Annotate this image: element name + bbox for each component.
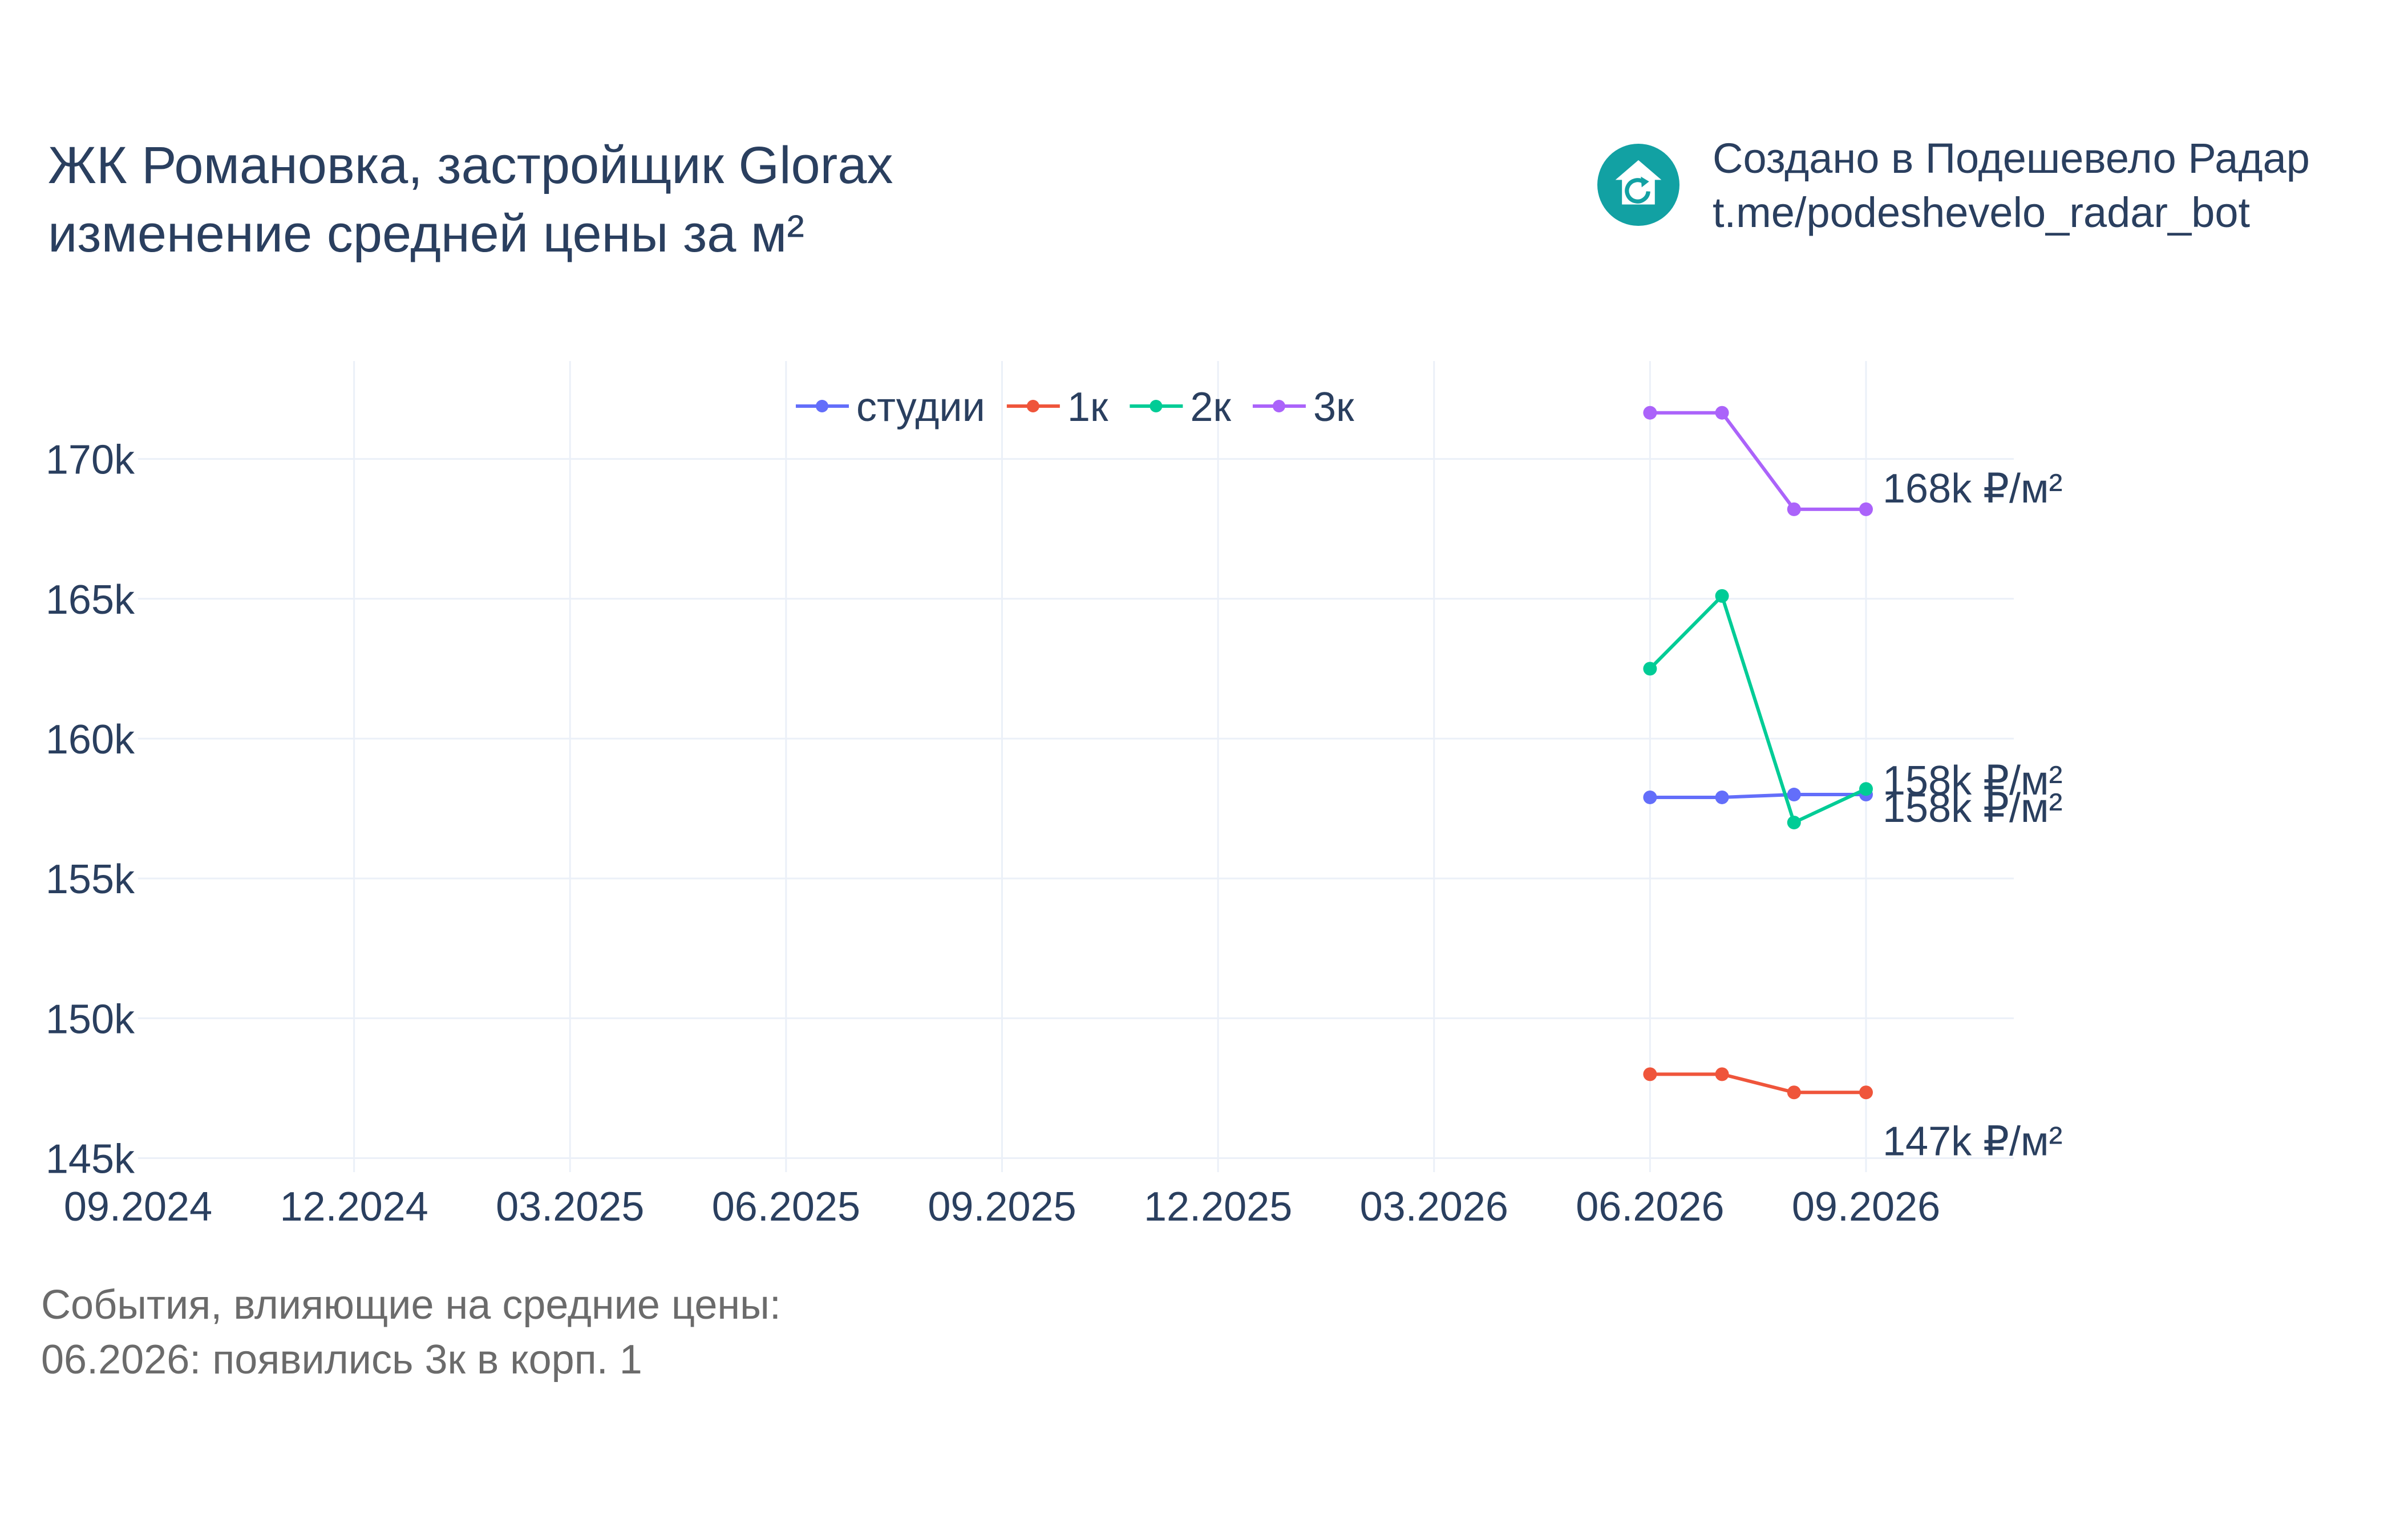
chart-title-line-1: ЖК Романовка, застройщик Glorax [48,136,893,194]
x-tick-label: 03.2025 [496,1184,644,1230]
data-point [1715,1067,1729,1081]
series-end-label: 158k ₽/м² [1883,758,2062,804]
x-tick-label: 06.2026 [1576,1184,1724,1230]
brand-line-1: Создано в Подешевело Радар [1713,135,2310,182]
series-line-1 [1650,1072,1866,1095]
x-tick-label: 12.2025 [1144,1184,1292,1230]
series-line-2 [1649,594,1867,825]
y-tick-label: 165k [46,577,135,623]
x-tick-label: 03.2026 [1360,1184,1508,1230]
event-item-0: 06.2026: появились 3к в корп. 1 [41,1337,642,1383]
events-heading: События, влияющие на средние цены: [41,1282,781,1328]
legend-marker [1272,400,1285,412]
y-tick-label: 155k [46,857,135,902]
data-point [1643,1067,1657,1081]
data-point [1787,816,1801,830]
data-point [1643,662,1657,676]
data-point [1643,406,1657,420]
y-tick-label: 160k [46,717,135,763]
data-point [1643,790,1657,804]
events-note: События, влияющие на средние цены: 06.20… [41,1278,781,1387]
series-end-label: 168k ₽/м² [1883,466,2062,512]
brand-credit: Создано в Подешевело Радар t.me/podeshev… [1597,131,2385,245]
brand-link[interactable]: t.me/podeshevelo_radar_bot [1713,189,2251,236]
legend-marker [1150,400,1163,412]
x-tick-label: 12.2024 [280,1184,428,1230]
legend-label-0: студии [856,384,985,430]
data-point [1859,782,1873,796]
series-line-0 [1650,793,1866,799]
y-tick-label: 170k [46,437,135,483]
data-point [1715,589,1729,603]
y-tick-label: 145k [46,1136,135,1182]
legend-marker [1026,400,1039,412]
brand-text: Создано в Подешевело Радар t.me/podeshev… [1713,131,2310,240]
y-tick-label: 150k [46,996,135,1042]
chart-title-line-2: изменение средней цены за м² [48,205,804,263]
x-tick-label: 09.2026 [1792,1184,1940,1230]
data-point [1859,1085,1873,1100]
chart-title: ЖК Романовка, застройщик Glorax изменени… [48,131,893,268]
legend-label-2: 2к [1190,384,1231,430]
series-end-label: 147k ₽/м² [1883,1118,2062,1164]
series-end-label: 158k ₽/м² [1883,785,2062,831]
x-tick-label: 09.2024 [64,1184,212,1230]
legend-label-1: 1к [1067,384,1108,430]
data-point [1715,790,1729,804]
legend-marker [816,400,828,412]
legend-label-3: 3к [1313,384,1354,430]
data-point [1715,406,1729,420]
data-point [1787,1085,1801,1100]
x-tick-label: 09.2025 [928,1184,1076,1230]
series-line-3 [1650,411,1866,511]
data-point [1787,502,1801,516]
x-tick-label: 06.2025 [712,1184,860,1230]
house-refresh-icon [1597,144,1679,226]
data-point [1787,788,1801,802]
data-point [1859,502,1873,516]
